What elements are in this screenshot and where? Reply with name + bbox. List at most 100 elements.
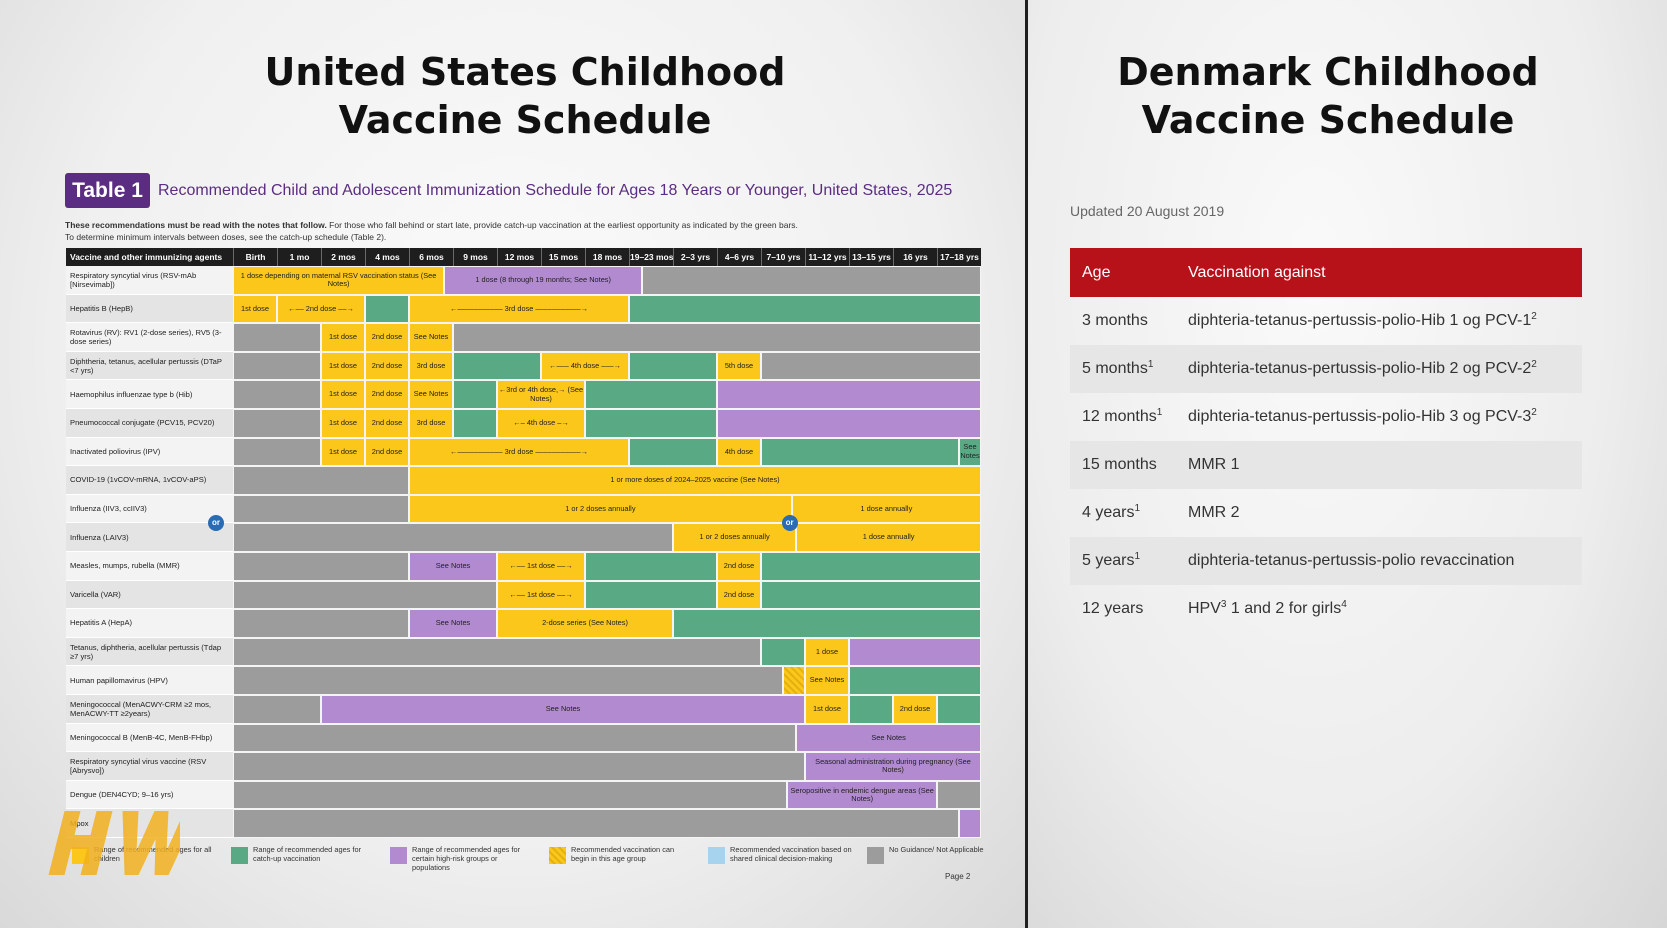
schedule-bar-gray — [233, 351, 321, 381]
dk-vaccination-tail: 1 and 2 for girls — [1226, 600, 1342, 617]
schedule-bar-yellow: 1 dose — [805, 637, 849, 667]
schedule-bar-purple: See Notes — [409, 552, 497, 581]
vaccine-label: Haemophilus influenzae type b (Hib) — [66, 380, 233, 409]
legend-swatch-hatch — [549, 847, 566, 864]
vaccine-label: Meningococcal B (MenB-4C, MenB-FHbp) — [66, 723, 233, 753]
schedule-bar-gray — [453, 323, 981, 352]
legend-label: Range of recommended ages for all childr… — [94, 845, 212, 863]
schedule-bar-green — [761, 637, 805, 667]
legend-label: Range of recommended ages for catch-up v… — [253, 845, 362, 863]
dk-schedule-title: Denmark Childhood Vaccine Schedule — [1028, 48, 1628, 144]
schedule-bar-yellow: ←–– 1st dose ––→ — [497, 552, 585, 581]
dk-age: 5 years — [1082, 552, 1135, 569]
vaccine-label: Rotavirus (RV): RV1 (2-dose series), RV5… — [66, 323, 233, 352]
age-header-2-3-yrs: 2–3 yrs — [673, 248, 717, 266]
immunization-schedule-grid: Vaccine and other immunizing agents Birt… — [66, 248, 981, 838]
age-header-13-15-yrs: 13–15 yrs — [849, 248, 893, 266]
schedule-bar-yellow: 1 dose annually — [796, 523, 981, 552]
schedule-bar-green — [761, 580, 981, 610]
vaccine-label: COVID-19 (1vCOV-mRNA, 1vCOV-aPS) — [66, 466, 233, 495]
footnote-marker: 3 — [1220, 599, 1227, 610]
age-header-19-23-mos: 19–23 mos — [629, 248, 673, 266]
schedule-bar-yellow: 1st dose — [233, 294, 277, 324]
dk-vaccination-cell: diphteria-tetanus-pertussis-polio-Hib 3 … — [1188, 393, 1537, 441]
legend-swatch-purple — [390, 847, 407, 864]
dk-age: 4 years — [1082, 504, 1135, 521]
schedule-bar-yellow: 1 or 2 doses annually — [409, 494, 792, 524]
schedule-bar-green — [585, 409, 717, 438]
age-header-1-mo: 1 mo — [277, 248, 321, 266]
vaccine-label: Measles, mumps, rubella (MMR) — [66, 552, 233, 581]
vaccine-label: Dengue (DEN4CYD; 9–16 yrs) — [66, 780, 233, 810]
schedule-bar-gray — [233, 637, 761, 667]
age-header-4-mos: 4 mos — [365, 248, 409, 266]
dk-age-cell: 12 months1 — [1082, 393, 1162, 441]
schedule-bar-yellow: 1st dose — [805, 695, 849, 724]
schedule-bar-gray — [233, 809, 959, 838]
schedule-bar-gray — [233, 580, 497, 610]
schedule-bar-green — [761, 437, 959, 467]
footnote-marker: 2 — [1531, 407, 1537, 418]
vaccine-label: Inactivated poliovirus (IPV) — [66, 437, 233, 467]
schedule-bar-green — [629, 294, 981, 324]
schedule-bar-green — [629, 437, 717, 467]
schedule-bar-yellow: ←––––––––––– 3rd dose –––––––––––→ — [409, 437, 629, 467]
dk-table-row: 12 years HPV3 1 and 2 for girls4 — [1070, 585, 1582, 633]
schedule-bar-yellow: 1st dose — [321, 409, 365, 438]
dk-age-cell: 5 months1 — [1082, 345, 1153, 393]
schedule-bar-yellow: 2nd dose — [365, 437, 409, 467]
schedule-bar-green — [585, 580, 717, 610]
table-note-bold: These recommendations must be read with … — [65, 220, 327, 230]
schedule-bar-purple: Seropositive in endemic dengue areas (Se… — [787, 780, 937, 810]
dk-vaccination: diphteria-tetanus-pertussis-polio-Hib 2 … — [1188, 360, 1532, 377]
age-header-17-18-yrs: 17–18 yrs — [937, 248, 981, 266]
or-badge-right: or — [781, 515, 798, 532]
schedule-bar-green — [849, 695, 893, 724]
schedule-bar-green — [849, 666, 981, 695]
dk-vaccination: HPV — [1188, 600, 1221, 617]
schedule-bar-green — [673, 609, 981, 638]
schedule-bar-green — [453, 380, 497, 409]
schedule-bar-yellow: 1 or more doses of 2024–2025 vaccine (Se… — [409, 466, 981, 495]
dk-age: 5 months — [1082, 360, 1148, 377]
schedule-bar-gray — [233, 552, 409, 581]
dk-table-header: Age Vaccination against — [1070, 248, 1582, 297]
schedule-bar-gray — [233, 752, 805, 781]
schedule-bar-yellow: ←–– 1st dose ––→ — [497, 580, 585, 610]
schedule-bar-yellow: ←– 4th dose –→ — [497, 409, 585, 438]
vaccine-label: Respiratory syncytial virus (RSV-mAb [Ni… — [66, 266, 233, 295]
schedule-bar-green — [365, 294, 409, 324]
dk-table-row: 12 months1 diphteria-tetanus-pertussis-po… — [1070, 393, 1582, 441]
schedule-bar-yellow: 2-dose series (See Notes) — [497, 609, 673, 638]
footnote-marker: 1 — [1134, 551, 1141, 562]
table-note-rest: For those who fall behind or start late,… — [326, 220, 798, 230]
footnote-marker: 1 — [1156, 407, 1163, 418]
age-header-16-yrs: 16 yrs — [893, 248, 937, 266]
table-badge: Table 1 — [65, 173, 150, 208]
legend-swatch-gray — [867, 847, 884, 864]
schedule-bar-yellow: 1st dose — [321, 351, 365, 381]
schedule-bar-purple — [717, 409, 981, 438]
dk-age: 12 years — [1082, 600, 1144, 617]
dk-updated-date: Updated 20 August 2019 — [1070, 203, 1225, 219]
footnote-marker: 4 — [1341, 599, 1347, 610]
us-schedule-panel: United States Childhood Vaccine Schedule… — [0, 0, 1025, 928]
dk-age: 3 months — [1082, 312, 1148, 329]
dk-title-line1: Denmark Childhood — [1117, 50, 1539, 94]
schedule-bar-yellow: 1 dose depending on maternal RSV vaccina… — [233, 266, 445, 295]
schedule-bar-yellow: 4th dose — [717, 437, 761, 467]
dk-vaccination: diphteria-tetanus-pertussis-polio revacc… — [1188, 552, 1515, 569]
dk-vaccination: MMR 2 — [1188, 504, 1240, 521]
dk-vaccination-cell: MMR 1 — [1188, 441, 1240, 489]
vaccine-label: Pneumococcal conjugate (PCV15, PCV20) — [66, 409, 233, 438]
schedule-bar-yellow: 2nd dose — [365, 351, 409, 381]
vaccine-label: Influenza (IIV3, ccIIV3) — [66, 494, 233, 524]
dk-vaccination-cell: HPV3 1 and 2 for girls4 — [1188, 585, 1347, 633]
schedule-bar-yellow: See Notes — [805, 666, 849, 695]
schedule-bar-gray — [233, 409, 321, 438]
dk-schedule-panel: Denmark Childhood Vaccine Schedule Updat… — [1028, 0, 1667, 928]
schedule-bar-yellow: 1st dose — [321, 380, 365, 409]
vaccine-label: Human papillomavirus (HPV) — [66, 666, 233, 695]
age-header-2-mos: 2 mos — [321, 248, 365, 266]
schedule-bar-green — [453, 409, 497, 438]
